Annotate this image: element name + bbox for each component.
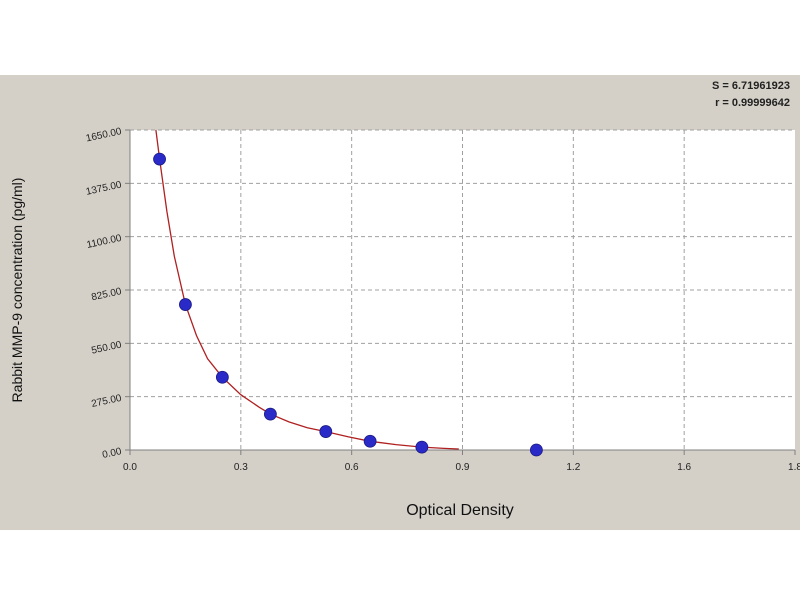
x-tick-label: 1.8 [788, 462, 800, 473]
x-tick-label: 0.6 [345, 462, 359, 473]
x-tick-label: 0.3 [234, 462, 248, 473]
data-point [529, 443, 543, 457]
y-axis-title: Rabbit MMP-9 concentration (pg/ml) [9, 178, 25, 403]
stat-s-value: S = 6.71961923 [712, 80, 790, 92]
y-tick-label: 550.00 [90, 339, 123, 356]
data-point [179, 298, 192, 311]
x-axis-title: Optical Density [406, 502, 514, 519]
x-tick-label: 0.0 [123, 462, 137, 473]
x-tick-label: 1.6 [677, 462, 691, 473]
data-point [363, 434, 377, 448]
x-tick-label: 1.2 [566, 462, 580, 473]
chart: 0.0 0.3 0.6 0.9 1.2 1.6 1.8 0.00 275.00 550.00 825… [9, 80, 800, 519]
y-tick-label: 1100.00 [86, 233, 123, 251]
fit-curve [155, 129, 459, 450]
y-tick-label: 0.00 [101, 446, 123, 461]
y-tick-label: 1375.00 [85, 179, 123, 197]
x-tick-label: 0.9 [456, 462, 470, 473]
data-point [415, 440, 429, 454]
data-point [153, 152, 166, 166]
y-tick-label: 275.00 [90, 393, 123, 410]
y-tick-label: 1650.00 [85, 126, 123, 144]
data-point [215, 370, 229, 384]
axes [125, 129, 796, 455]
data-points [153, 152, 543, 457]
y-tick-label: 825.00 [90, 286, 123, 303]
data-point [263, 407, 277, 421]
fit-curve-line [155, 129, 459, 450]
stat-r-value: r = 0.99999642 [715, 97, 790, 109]
chart-frame: 0.0 0.3 0.6 0.9 1.2 1.6 1.8 0.00 275.00 550.00 825… [0, 75, 800, 530]
data-point [319, 425, 333, 438]
grid [130, 129, 795, 450]
